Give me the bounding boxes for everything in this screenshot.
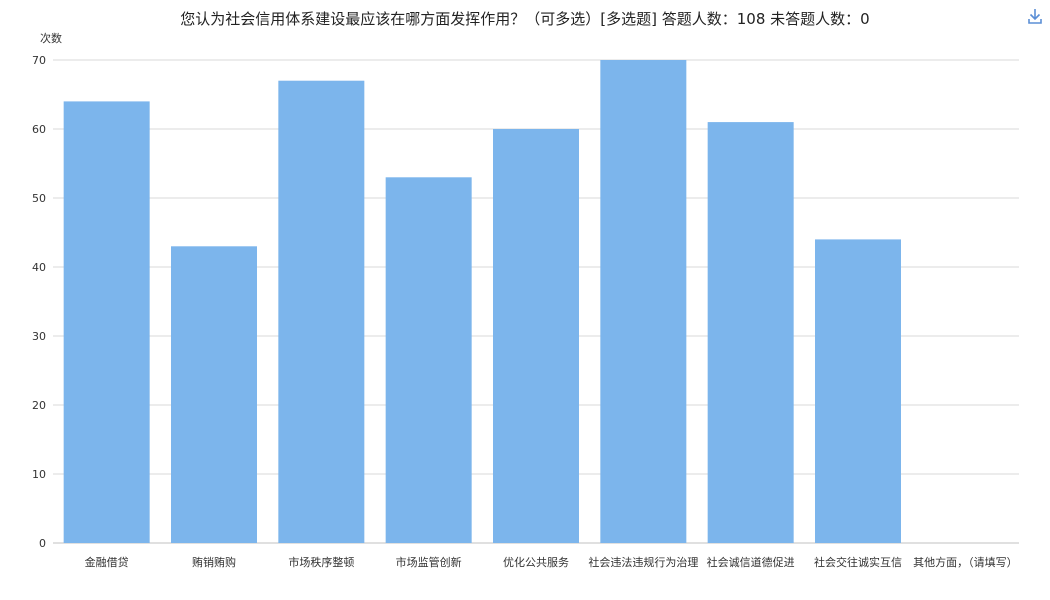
x-category-label: 市场秩序整顿 [288, 555, 354, 569]
y-tick-label: 10 [32, 468, 46, 481]
chart-title: 您认为社会信用体系建设最应该在哪方面发挥作用？（可多选）[多选题] 答题人数：1… [180, 10, 870, 28]
bar[interactable] [493, 129, 579, 543]
x-category-label: 优化公共服务 [503, 555, 569, 569]
y-tick-label: 30 [32, 330, 46, 343]
y-tick-label: 20 [32, 399, 46, 412]
x-axis-labels: 金融借贷 贿销贿购 市场秩序整顿 市场监管创新 优化公共服务 社会违法违规行为治理 社会诚信… [85, 555, 1018, 569]
bar[interactable] [707, 122, 794, 543]
bar[interactable] [385, 177, 472, 544]
bar[interactable] [63, 101, 150, 544]
x-category-label: 金融借贷 [85, 555, 129, 569]
y-tick-label: 0 [39, 537, 46, 550]
x-category-label: 社会违法违规行为治理 [588, 555, 698, 569]
x-category-label: 市场监管创新 [396, 555, 462, 569]
x-category-label: 社会交往诚实互信 [814, 555, 902, 569]
y-tick-label: 70 [32, 54, 46, 67]
bar[interactable] [278, 80, 365, 543]
download-icon [1028, 9, 1042, 24]
y-tick-label: 60 [32, 123, 46, 136]
y-tick-label: 50 [32, 192, 46, 205]
bar[interactable] [600, 60, 687, 543]
y-axis-label: 次数 [40, 31, 62, 45]
x-category-label: 社会诚信道德促进 [707, 555, 795, 569]
x-category-label: 贿销贿购 [192, 555, 236, 569]
bar[interactable] [171, 246, 257, 544]
download-button[interactable] [1025, 6, 1045, 26]
y-axis-ticks: 0 10 20 30 40 50 60 70 [32, 54, 46, 550]
bar[interactable] [815, 239, 901, 543]
bars [63, 60, 901, 544]
y-tick-label: 40 [32, 261, 46, 274]
x-category-label: 其他方面，（请填写） [913, 555, 1018, 569]
